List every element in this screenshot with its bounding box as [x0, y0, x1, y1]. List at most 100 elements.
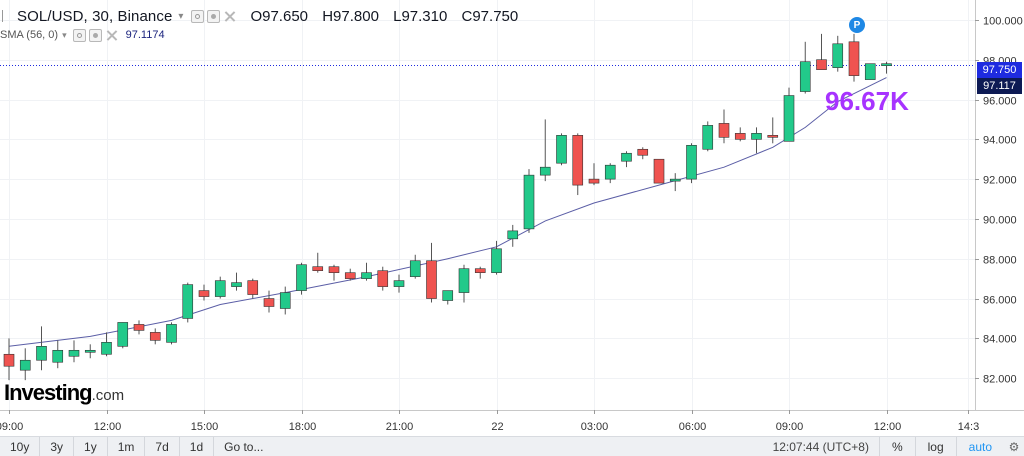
y-tick-label: 84.000 — [983, 334, 1017, 346]
candle — [214, 276, 226, 299]
close-icon[interactable] — [105, 29, 119, 42]
x-tick-label: 22 — [491, 421, 503, 433]
sma-label[interactable]: SMA (56, 0) — [0, 29, 59, 41]
candle-body-down — [247, 280, 259, 295]
range-button-1m[interactable]: 1m — [108, 437, 146, 456]
chevron-down-icon[interactable]: ▾ — [62, 29, 67, 40]
candle-body-down — [637, 148, 649, 156]
candle-body-down — [848, 41, 860, 76]
close-icon[interactable] — [223, 10, 237, 23]
candle-body-up — [702, 125, 714, 150]
candle — [816, 33, 827, 70]
range-button-1y[interactable]: 1y — [74, 437, 108, 456]
bottom-toolbar: 10y 3y 1y 1m 7d 1d Go to... 12:07:44 (UT… — [0, 436, 1024, 456]
candle — [474, 266, 486, 279]
candle — [458, 264, 470, 303]
candle-body-up — [68, 349, 80, 357]
ohlc-high-value: 97.800 — [333, 7, 379, 25]
range-button-10y[interactable]: 10y — [0, 437, 41, 456]
candle — [231, 272, 242, 291]
candle-body-up — [166, 324, 177, 343]
candle — [68, 340, 80, 363]
gear-icon[interactable]: ⚙ — [1008, 439, 1020, 454]
candle-body-up — [296, 264, 307, 291]
gear-icon[interactable] — [88, 28, 102, 42]
candle-body-up — [117, 322, 129, 347]
candle-body-down — [344, 272, 356, 279]
candle-body-up — [523, 174, 535, 230]
candle-body-up — [19, 359, 31, 371]
sma-price-tag: 97.117 — [977, 78, 1022, 94]
candle-body-up — [36, 346, 47, 361]
logo-main: Investing — [4, 380, 93, 405]
candle-body-down — [572, 135, 584, 186]
p-badge[interactable]: P — [849, 17, 865, 33]
time-axis[interactable]: 09:00 12:00 15:00 18:00 21:00 22 03:00 06:00 09:… — [0, 410, 1024, 433]
y-tick-label: 100.000 — [983, 16, 1023, 28]
y-tick-label: 96.000 — [983, 96, 1017, 108]
candle-body-up — [182, 284, 194, 319]
range-button-3y[interactable]: 3y — [40, 437, 75, 456]
candle — [101, 332, 112, 357]
range-button-7d[interactable]: 7d — [145, 437, 180, 456]
x-tick-label: 09:00 — [0, 421, 23, 433]
candle — [426, 242, 437, 303]
candle-body-up — [409, 260, 421, 277]
symbol-label[interactable]: SOL/USD, 30, Binance — [17, 7, 173, 25]
x-tick-label: 03:00 — [581, 421, 609, 433]
candle — [182, 282, 194, 323]
candle — [864, 63, 876, 80]
chevron-down-icon[interactable]: ▾ — [178, 10, 184, 22]
y-tick-label: 82.000 — [983, 374, 1017, 386]
log-toggle[interactable]: log — [916, 437, 957, 456]
candle-body-up — [507, 230, 519, 240]
candle — [799, 41, 811, 94]
candle-body-up — [864, 63, 876, 80]
candle-body-up — [393, 280, 405, 287]
candle-body-down — [653, 158, 665, 184]
sma-legend: SMA (56, 0) ▾ 97.1174 — [0, 27, 165, 43]
x-tick-label: 21:00 — [386, 421, 414, 433]
candle — [556, 133, 567, 166]
candle — [604, 163, 616, 184]
candle-body-down — [588, 178, 600, 184]
candle — [117, 322, 129, 349]
x-tick-label: 14:3 — [958, 421, 979, 433]
y-tick-label: 94.000 — [983, 135, 1017, 147]
candle — [52, 340, 64, 369]
sma-value: 97.1174 — [125, 29, 165, 41]
sma-layer — [8, 77, 887, 347]
x-tick-label: 12:00 — [94, 421, 122, 433]
candle — [36, 326, 47, 371]
candle-body-up — [442, 290, 454, 301]
candle-body-up — [52, 349, 64, 363]
candle — [133, 320, 145, 335]
candle — [702, 121, 714, 152]
candle — [751, 127, 762, 154]
candle — [669, 173, 681, 192]
sma-line — [8, 77, 887, 347]
range-button-1d[interactable]: 1d — [180, 437, 215, 456]
candle — [344, 268, 356, 281]
eye-icon[interactable] — [72, 28, 86, 42]
y-tick-label: 88.000 — [983, 255, 1017, 267]
eye-icon[interactable] — [191, 9, 205, 23]
candle-body-up — [604, 164, 616, 180]
candle-body-up — [458, 268, 470, 293]
auto-toggle[interactable]: auto — [968, 439, 992, 454]
x-tick-label: 15:00 — [191, 421, 219, 433]
candle — [149, 328, 161, 345]
candle-body-up — [783, 95, 795, 142]
x-tick-label: 18:00 — [289, 421, 317, 433]
legend-menu-icon[interactable] — [2, 10, 11, 22]
ohlc-open-value: 97.650 — [262, 7, 309, 25]
percent-toggle[interactable]: % — [880, 437, 916, 456]
main-legend: SOL/USD, 30, Binance ▾ O97.650 H97.800 L… — [0, 5, 528, 27]
ohlc-high-key: H — [322, 7, 334, 25]
candle — [247, 278, 259, 299]
clock-readout[interactable]: 12:07:44 (UTC+8) — [763, 437, 880, 456]
gear-icon[interactable] — [207, 9, 221, 23]
goto-button[interactable]: Go to... — [224, 439, 264, 454]
candle — [783, 87, 795, 142]
